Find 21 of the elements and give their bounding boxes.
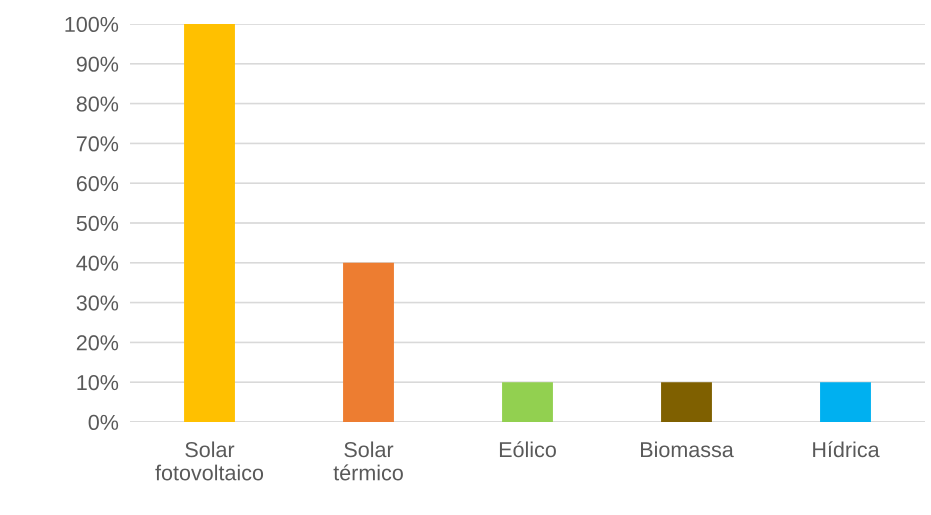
y-tick-label: 50% <box>76 216 118 232</box>
y-tick-label: 100% <box>65 16 118 32</box>
x-tick-label: Solar fotovoltaico <box>155 441 264 480</box>
bar <box>502 382 553 422</box>
y-tick-label: 60% <box>76 176 118 192</box>
y-tick-label: 30% <box>76 295 118 311</box>
y-tick-label: 40% <box>76 256 118 271</box>
x-tick-label: Eólico <box>500 441 556 458</box>
y-tick-label: 20% <box>76 335 118 350</box>
x-tick-label: Solar térmico <box>334 441 403 480</box>
x-tick-label: Biomassa <box>641 441 734 458</box>
y-tick-label: 0% <box>88 414 118 430</box>
bar <box>343 262 394 422</box>
y-tick-label: 80% <box>76 96 118 112</box>
y-tick-label: 10% <box>77 374 118 390</box>
bar <box>820 382 871 422</box>
bar <box>184 24 235 422</box>
y-tick-label: 70% <box>76 136 118 152</box>
x-tick-label: Hídrica <box>813 441 880 458</box>
y-tick-label: 90% <box>76 56 118 72</box>
bar <box>661 382 712 422</box>
